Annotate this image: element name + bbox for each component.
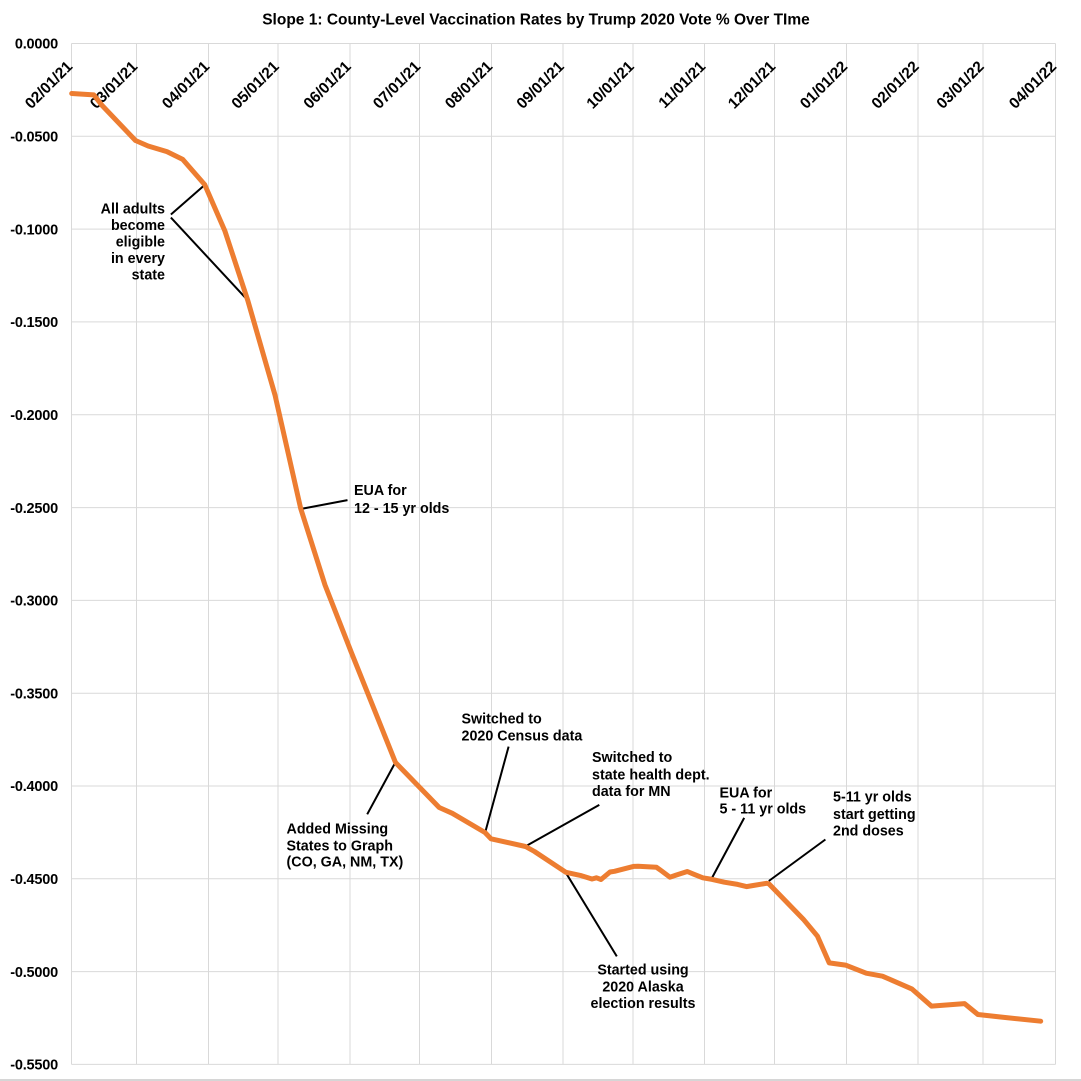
svg-text:state health dept.: state health dept. bbox=[592, 767, 710, 783]
svg-text:-0.3500: -0.3500 bbox=[10, 686, 58, 702]
svg-text:EUA for: EUA for bbox=[720, 785, 773, 801]
svg-text:Switched to: Switched to bbox=[462, 711, 542, 727]
svg-text:2nd doses: 2nd doses bbox=[833, 823, 904, 839]
svg-text:5-11 yr olds: 5-11 yr olds bbox=[833, 789, 912, 805]
svg-text:5 - 11 yr olds: 5 - 11 yr olds bbox=[720, 802, 807, 818]
svg-text:(CO, GA, NM, TX): (CO, GA, NM, TX) bbox=[287, 854, 404, 870]
svg-text:2020 Alaska: 2020 Alaska bbox=[602, 979, 684, 995]
svg-text:-0.0500: -0.0500 bbox=[10, 130, 58, 146]
svg-text:state: state bbox=[132, 268, 165, 284]
svg-text:Switched to: Switched to bbox=[592, 750, 672, 766]
svg-text:eligible: eligible bbox=[116, 235, 165, 251]
svg-text:data for MN: data for MN bbox=[592, 784, 671, 800]
svg-text:-0.5000: -0.5000 bbox=[10, 965, 58, 981]
svg-text:12 - 15 yr olds: 12 - 15 yr olds bbox=[354, 501, 449, 517]
svg-text:Added Missing: Added Missing bbox=[287, 822, 389, 838]
svg-text:-0.1000: -0.1000 bbox=[10, 222, 58, 238]
svg-text:0.0000: 0.0000 bbox=[15, 37, 58, 53]
svg-text:-0.1500: -0.1500 bbox=[10, 315, 58, 331]
svg-text:EUA for: EUA for bbox=[354, 483, 407, 499]
svg-text:Slope 1: County-Level Vaccinat: Slope 1: County-Level Vaccination Rates … bbox=[262, 12, 810, 29]
svg-text:Started using: Started using bbox=[597, 963, 688, 979]
svg-text:election results: election results bbox=[591, 996, 696, 1012]
svg-text:-0.2000: -0.2000 bbox=[10, 408, 58, 424]
svg-text:-0.3000: -0.3000 bbox=[10, 594, 58, 610]
svg-text:-0.4500: -0.4500 bbox=[10, 872, 58, 888]
svg-text:become: become bbox=[111, 218, 165, 234]
svg-text:start getting: start getting bbox=[833, 807, 916, 823]
svg-text:in every: in every bbox=[111, 251, 165, 267]
svg-text:-0.4000: -0.4000 bbox=[10, 779, 58, 795]
svg-text:All adults: All adults bbox=[101, 202, 165, 218]
svg-text:-0.2500: -0.2500 bbox=[10, 501, 58, 517]
svg-text:2020 Census data: 2020 Census data bbox=[462, 728, 584, 744]
svg-text:-0.5500: -0.5500 bbox=[10, 1058, 58, 1074]
svg-text:States to Graph: States to Graph bbox=[287, 839, 393, 855]
